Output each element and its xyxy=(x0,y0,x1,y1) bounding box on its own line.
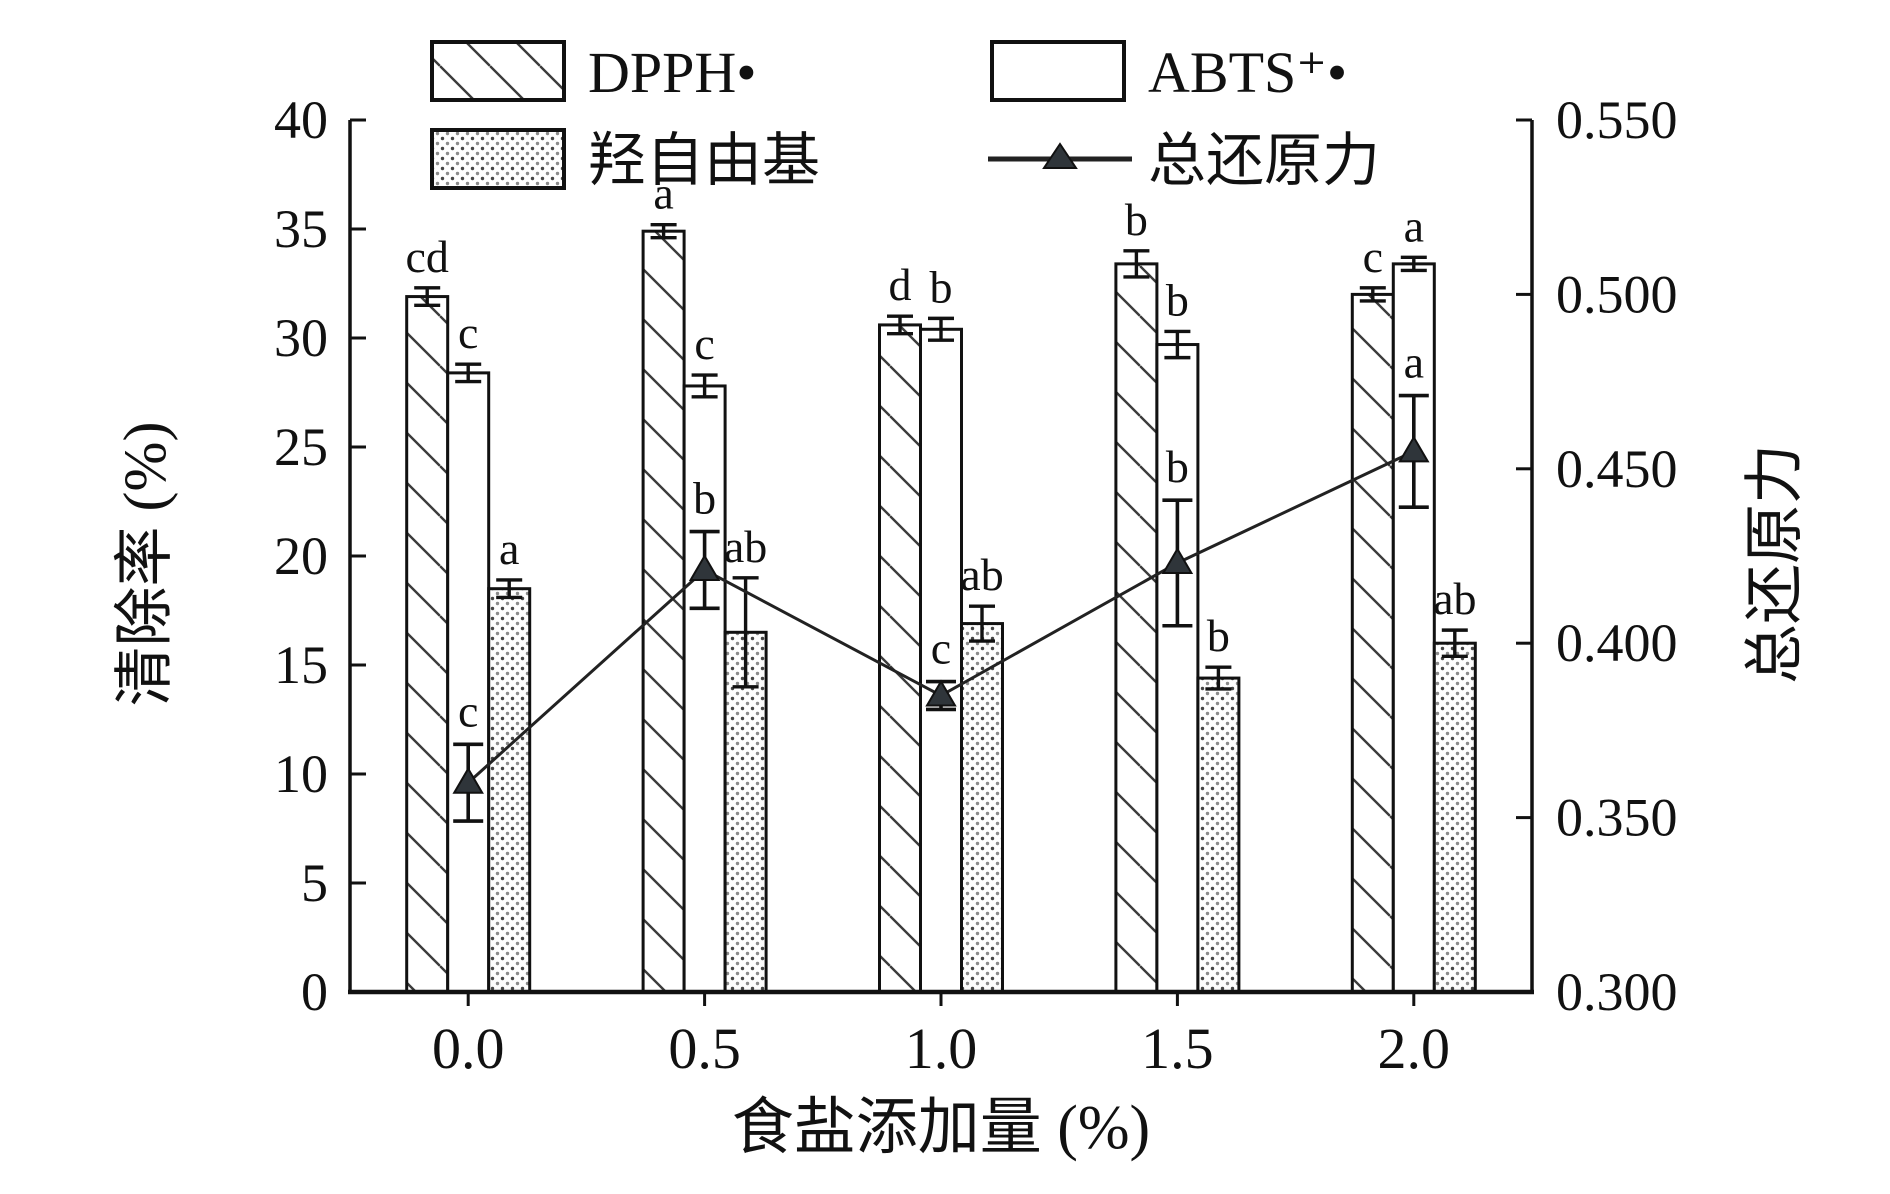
bar-ABTS-0.0 xyxy=(446,371,491,994)
left-axis-tick-label: 15 xyxy=(274,635,328,695)
significance-letter: b xyxy=(1166,274,1189,325)
line-series-trp: c b c b a xyxy=(452,337,1430,823)
legend-label-abts: ABTS⁺• xyxy=(1148,40,1347,105)
legend-swatch-dpph xyxy=(430,40,566,102)
bar-DPPH-2.0 xyxy=(1350,292,1395,994)
trp-triangle-marker xyxy=(925,679,957,707)
left-axis-tick-label: 5 xyxy=(301,853,328,913)
significance-letter: ab xyxy=(724,521,767,572)
right-axis-tick-label: 0.550 xyxy=(1556,90,1678,150)
legend-swatch-abts xyxy=(990,40,1126,102)
legend-triangle-marker xyxy=(1042,142,1078,169)
axes: 05101520253035400.3000.3500.4000.4500.50… xyxy=(274,90,1678,1081)
bar-DPPH-0.0 xyxy=(405,295,450,994)
trp-triangle-marker xyxy=(1398,435,1430,463)
x-axis-tick-label: 1.5 xyxy=(1141,1016,1214,1081)
significance-letter: c xyxy=(458,307,478,358)
x-axis-title: 食盐添加量 (%) xyxy=(732,1094,1150,1162)
significance-letter: c xyxy=(694,318,714,369)
right-axis-tick-label: 0.350 xyxy=(1556,788,1678,848)
bar-DPPH-0.5 xyxy=(641,229,686,994)
right-axis-tick-label: 0.450 xyxy=(1556,439,1678,499)
left-axis-tick-label: 30 xyxy=(274,308,328,368)
legend-item-abts: ABTS⁺• xyxy=(990,40,1347,105)
significance-letter: cd xyxy=(405,231,448,282)
left-axis-tick-label: 10 xyxy=(274,744,328,804)
x-axis-tick-label: 1.0 xyxy=(905,1016,978,1081)
significance-letter: ab xyxy=(960,549,1003,600)
trp-triangle-marker xyxy=(452,766,484,794)
legend-label-trp: 总还原力 xyxy=(1148,128,1380,193)
right-axis-tick-label: 0.500 xyxy=(1556,264,1678,324)
significance-letter: d xyxy=(889,259,912,310)
left-axis-tick-label: 0 xyxy=(301,962,328,1022)
trp-significance-letter: c xyxy=(931,623,951,674)
trp-significance-letter: c xyxy=(458,685,478,736)
x-axis-tick-label: 0.5 xyxy=(668,1016,741,1081)
x-axis-tick-label: 2.0 xyxy=(1378,1016,1451,1081)
left-axis-tick-label: 25 xyxy=(274,417,328,477)
left-axis-tick-label: 40 xyxy=(274,90,328,150)
bar-DPPH-1.5 xyxy=(1114,262,1159,994)
legend-swatch-hydroxyl xyxy=(430,128,566,190)
bar-ABTS-1.5 xyxy=(1155,343,1200,994)
left-axis-tick-label: 35 xyxy=(274,199,328,259)
legend-item-dpph: DPPH• xyxy=(430,40,757,105)
significance-letter: b xyxy=(1207,610,1230,661)
significance-letter: c xyxy=(1363,231,1383,282)
bar-series-2: c c b b a xyxy=(446,200,1436,994)
trp-triangle-marker xyxy=(1161,546,1194,574)
bar-series-3: a ab ab b ab xyxy=(487,521,1477,994)
legend: DPPH• ABTS⁺• 羟自由基 总还原力 xyxy=(430,40,1380,193)
trp-significance-letter: a xyxy=(1404,337,1424,388)
bar--2.0 xyxy=(1432,641,1477,994)
left-axis-tick-label: 20 xyxy=(274,526,328,586)
significance-letter: a xyxy=(1404,200,1424,251)
antioxidant-activity-figure: cd a d b c c c b b a a ab ab b ab c b c b a 0 5 10 15 20 25 30 35 40… xyxy=(40,16,1890,1178)
legend-label-hydroxyl: 羟自由基 xyxy=(588,128,820,193)
significance-letter: a xyxy=(499,523,519,574)
bar-DPPH-1.0 xyxy=(878,323,922,994)
x-axis-tick-label: 0.0 xyxy=(432,1016,505,1081)
trp-triangle-marker xyxy=(688,553,721,581)
legend-label-dpph: DPPH• xyxy=(588,40,757,105)
legend-item-hydroxyl: 羟自由基 xyxy=(430,128,820,193)
significance-letter: a xyxy=(653,168,673,219)
bar--1.0 xyxy=(960,622,1004,994)
right-axis-tick-label: 0.300 xyxy=(1556,962,1678,1022)
left-axis-title: 清除率 (%) xyxy=(112,422,178,707)
bar--1.5 xyxy=(1196,676,1241,994)
significance-letter: ab xyxy=(1433,573,1476,624)
significance-letter: b xyxy=(930,261,953,312)
right-axis-tick-label: 0.400 xyxy=(1556,613,1678,673)
legend-item-trp: 总还原力 xyxy=(988,128,1380,193)
significance-letter: b xyxy=(1125,194,1148,245)
trp-significance-letter: b xyxy=(1166,441,1189,492)
bar--0.0 xyxy=(487,587,532,994)
right-axis-title: 总还原力 xyxy=(1742,444,1808,684)
trp-significance-letter: b xyxy=(693,473,716,524)
